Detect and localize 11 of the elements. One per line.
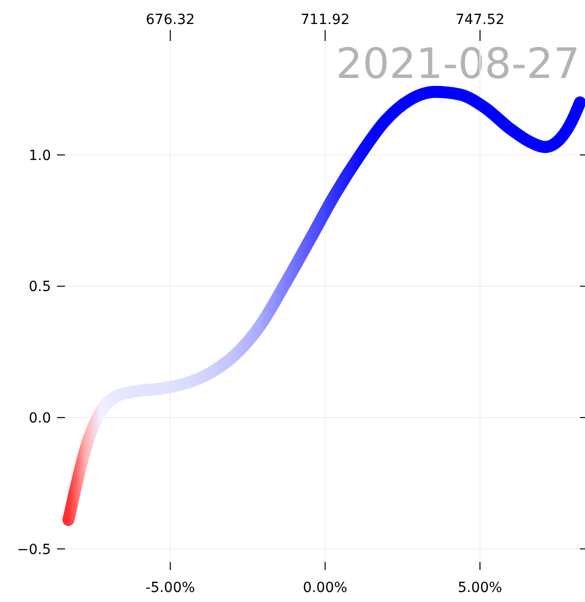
x2-tick-label: 676.32 [146, 12, 195, 28]
y-tick-label: 1.0 [28, 148, 51, 164]
y-tick-label: −0.5 [17, 542, 51, 558]
x-tick-label: -5.00% [146, 580, 196, 596]
x-tick-label: 0.00% [302, 580, 348, 596]
x-tick-label: 5.00% [458, 580, 502, 596]
chart-title: 2021-08-27 [336, 39, 580, 88]
x2-tick-label: 747.52 [456, 12, 505, 28]
y-tick-label: 0.5 [28, 279, 51, 296]
x2-tick-label: 711.92 [300, 12, 350, 28]
y-tick-label: 0.0 [28, 410, 51, 426]
